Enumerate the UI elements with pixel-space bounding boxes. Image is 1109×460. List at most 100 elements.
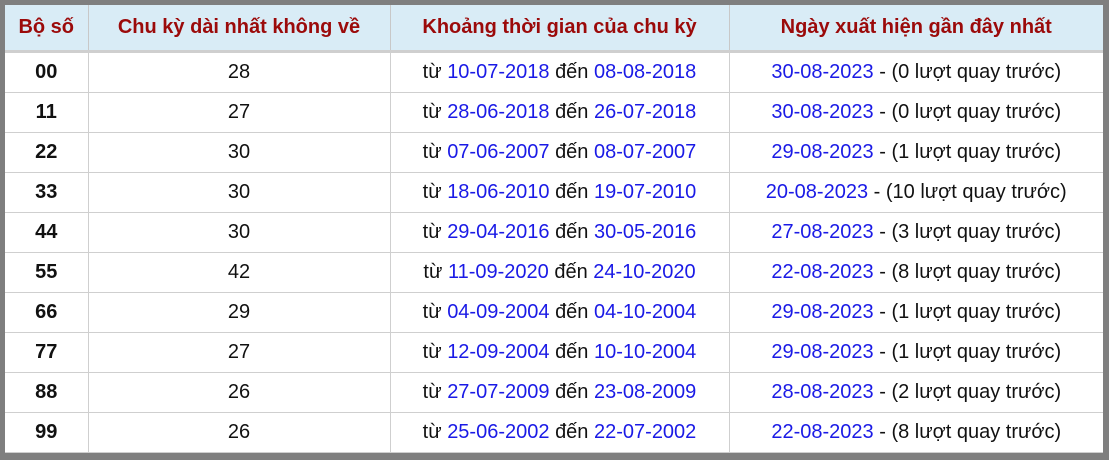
last-date-link[interactable]: 29-08-2023 [771, 301, 874, 323]
to-label: đến [555, 61, 589, 83]
end-date-link[interactable]: 08-08-2018 [594, 61, 697, 83]
start-date-link[interactable]: 28-06-2018 [447, 101, 550, 123]
end-date-link[interactable]: 08-07-2007 [594, 141, 697, 163]
separator: - [879, 381, 886, 403]
last-date-link[interactable]: 22-08-2023 [771, 421, 874, 443]
end-date-link[interactable]: 30-05-2016 [594, 221, 697, 243]
last-date-link[interactable]: 20-08-2023 [765, 181, 869, 203]
separator: - [879, 101, 886, 123]
pair-number: 88 [5, 372, 89, 413]
table-row: 66 29 từ 04-09-2004 đến 04-10-2004 29-08-20… [5, 292, 1103, 333]
last-date-link[interactable]: 29-08-2023 [771, 141, 874, 163]
from-label: từ [422, 181, 442, 203]
header-row: Bộ số Chu kỳ dài nhất không về Khoảng th… [5, 5, 1103, 53]
to-label: đến [555, 381, 589, 403]
end-date-link[interactable]: 19-07-2010 [594, 181, 697, 203]
last-date-link[interactable]: 22-08-2023 [771, 261, 874, 283]
start-date-link[interactable]: 04-09-2004 [447, 301, 550, 323]
to-label: đến [555, 141, 589, 163]
table-row: 55 42 từ 11-09-2020 đến 24-10-2020 22-08-20… [5, 252, 1103, 293]
separator: - [879, 261, 886, 283]
end-date-link[interactable]: 04-10-2004 [594, 301, 697, 323]
end-date-link[interactable]: 23-08-2009 [594, 381, 697, 403]
last-seen: 30-08-2023 - (0 lượt quay trước) [729, 51, 1103, 93]
cycle-length: 27 [88, 92, 391, 133]
cycle-period: từ 18-06-2010 đến 19-07-2010 [390, 172, 730, 213]
pair-number: 99 [5, 412, 89, 453]
to-label: đến [555, 101, 589, 123]
last-seen: 30-08-2023 - (0 lượt quay trước) [729, 92, 1103, 133]
pair-number: 22 [5, 132, 89, 173]
to-label: đến [555, 341, 589, 363]
separator: - [879, 421, 886, 443]
header-period: Khoảng thời gian của chu kỳ [390, 5, 730, 53]
start-date-link[interactable]: 10-07-2018 [447, 61, 550, 83]
cycle-length: 26 [88, 412, 391, 453]
start-date-link[interactable]: 07-06-2007 [447, 141, 550, 163]
separator: - [873, 181, 881, 203]
cycle-length: 29 [88, 292, 391, 333]
cycle-period: từ 28-06-2018 đến 26-07-2018 [390, 92, 730, 133]
draws-ago: (1 lượt quay trước) [891, 141, 1062, 163]
draws-ago: (0 lượt quay trước) [891, 61, 1062, 83]
header-cycle: Chu kỳ dài nhất không về [88, 5, 391, 53]
pair-number: 66 [5, 292, 89, 333]
last-date-link[interactable]: 29-08-2023 [771, 341, 874, 363]
end-date-link[interactable]: 26-07-2018 [594, 101, 697, 123]
cycle-length: 30 [88, 212, 391, 253]
cycle-period: từ 12-09-2004 đến 10-10-2004 [390, 332, 730, 373]
pair-number: 00 [5, 51, 89, 93]
last-date-link[interactable]: 27-08-2023 [771, 221, 874, 243]
last-date-link[interactable]: 28-08-2023 [771, 381, 874, 403]
end-date-link[interactable]: 10-10-2004 [594, 341, 697, 363]
last-seen: 29-08-2023 - (1 lượt quay trước) [729, 332, 1103, 373]
from-label: từ [422, 141, 442, 163]
last-seen: 22-08-2023 - (8 lượt quay trước) [729, 412, 1103, 453]
last-seen: 27-08-2023 - (3 lượt quay trước) [729, 212, 1103, 253]
from-label: từ [422, 221, 442, 243]
from-label: từ [423, 261, 443, 283]
cycle-period: từ 25-06-2002 đến 22-07-2002 [390, 412, 730, 453]
start-date-link[interactable]: 25-06-2002 [447, 421, 550, 443]
cycle-period: từ 04-09-2004 đến 04-10-2004 [390, 292, 730, 333]
start-date-link[interactable]: 12-09-2004 [447, 341, 550, 363]
longest-cycle-table: Bộ số Chu kỳ dài nhất không về Khoảng th… [5, 5, 1103, 453]
to-label: đến [554, 261, 588, 283]
separator: - [879, 61, 886, 83]
table-row: 99 26 từ 25-06-2002 đến 22-07-2002 22-08-20… [5, 412, 1103, 453]
table-row: 44 30 từ 29-04-2016 đến 30-05-2016 27-08-20… [5, 212, 1103, 253]
start-date-link[interactable]: 27-07-2009 [447, 381, 550, 403]
pair-number: 11 [5, 92, 89, 133]
last-seen: 28-08-2023 - (2 lượt quay trước) [729, 372, 1103, 413]
separator: - [879, 141, 886, 163]
draws-ago: (1 lượt quay trước) [891, 301, 1062, 323]
start-date-link[interactable]: 18-06-2010 [447, 181, 550, 203]
table-row: 11 27 từ 28-06-2018 đến 26-07-2018 30-08-20… [5, 92, 1103, 133]
from-label: từ [422, 341, 442, 363]
start-date-link[interactable]: 29-04-2016 [447, 221, 550, 243]
last-seen: 22-08-2023 - (8 lượt quay trước) [729, 252, 1103, 293]
to-label: đến [555, 221, 589, 243]
table-row: 77 27 từ 12-09-2004 đến 10-10-2004 29-08-20… [5, 332, 1103, 373]
to-label: đến [555, 301, 589, 323]
end-date-link[interactable]: 24-10-2020 [593, 261, 696, 283]
start-date-link[interactable]: 11-09-2020 [447, 261, 549, 283]
cycle-period: từ 29-04-2016 đến 30-05-2016 [390, 212, 730, 253]
last-seen: 29-08-2023 - (1 lượt quay trước) [729, 292, 1103, 333]
pair-number: 33 [5, 172, 89, 213]
cycle-period: từ 11-09-2020 đến 24-10-2020 [390, 252, 730, 293]
table-row: 00 28 từ 10-07-2018 đến 08-08-2018 30-08-20… [5, 51, 1103, 93]
from-label: từ [422, 381, 442, 403]
cycle-period: từ 07-06-2007 đến 08-07-2007 [390, 132, 730, 173]
last-date-link[interactable]: 30-08-2023 [771, 101, 874, 123]
draws-ago: (8 lượt quay trước) [891, 421, 1062, 443]
last-seen: 20-08-2023 - (10 lượt quay trước) [729, 172, 1103, 213]
cycle-length: 42 [88, 252, 391, 293]
to-label: đến [555, 181, 589, 203]
last-date-link[interactable]: 30-08-2023 [771, 61, 874, 83]
draws-ago: (10 lượt quay trước) [885, 181, 1067, 203]
separator: - [879, 301, 886, 323]
end-date-link[interactable]: 22-07-2002 [594, 421, 697, 443]
from-label: từ [422, 301, 442, 323]
pair-number: 77 [5, 332, 89, 373]
